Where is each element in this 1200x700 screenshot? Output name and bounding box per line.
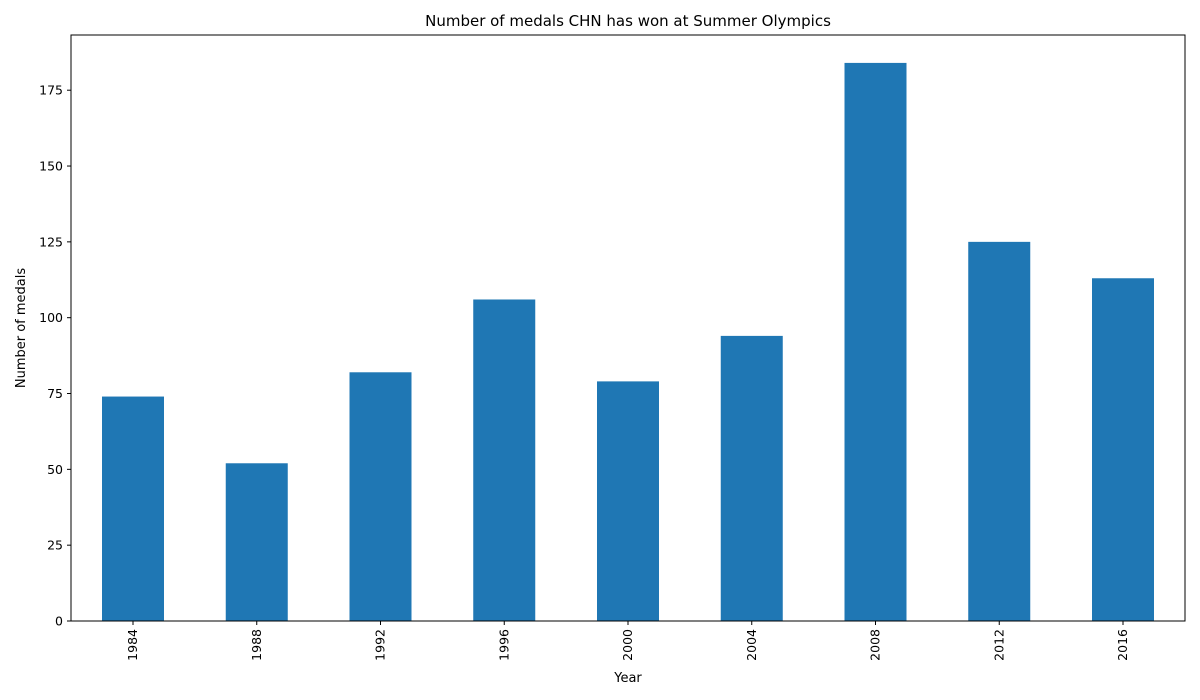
x-tick-label: 2008	[868, 629, 883, 661]
x-axis: 1984 1988 1992 1996 2000 2004 2008 2012 2016	[125, 621, 1130, 661]
bars-layer	[102, 62, 1154, 622]
x-axis-title: Year	[613, 671, 642, 686]
bar-2004	[720, 335, 783, 621]
x-tick-label: 2004	[744, 629, 759, 661]
y-tick-label: 0	[55, 614, 63, 629]
y-axis-title: Number of medals	[14, 268, 29, 389]
bar-2012	[968, 241, 1031, 622]
y-tick-label: 100	[39, 310, 63, 325]
x-tick-label: 2000	[620, 629, 635, 661]
bar-2008	[844, 62, 907, 621]
x-tick-label: 2016	[1115, 629, 1130, 661]
x-tick-label: 1984	[125, 629, 140, 661]
y-tick-label: 125	[39, 234, 63, 249]
y-tick-label: 25	[47, 538, 63, 553]
x-tick-label: 1988	[249, 629, 264, 661]
bar-1996	[473, 299, 536, 621]
y-tick-label: 150	[39, 159, 63, 174]
x-tick-label: 1992	[373, 629, 388, 661]
y-axis: 0 25 50 75 100 125 150 175	[39, 83, 71, 629]
y-tick-label: 50	[47, 462, 63, 477]
bar-1984	[102, 396, 164, 621]
y-tick-label: 75	[47, 386, 63, 401]
bar-2016	[1092, 278, 1154, 621]
chart-title: Number of medals CHN has won at Summer O…	[425, 12, 831, 30]
bar-1988	[225, 463, 288, 621]
bar-2000	[597, 381, 659, 621]
x-tick-label: 2012	[991, 629, 1006, 661]
plot-frame	[70, 34, 1186, 622]
y-tick-label: 175	[39, 83, 63, 98]
bar-1992	[349, 372, 412, 621]
x-tick-label: 1996	[496, 629, 511, 661]
